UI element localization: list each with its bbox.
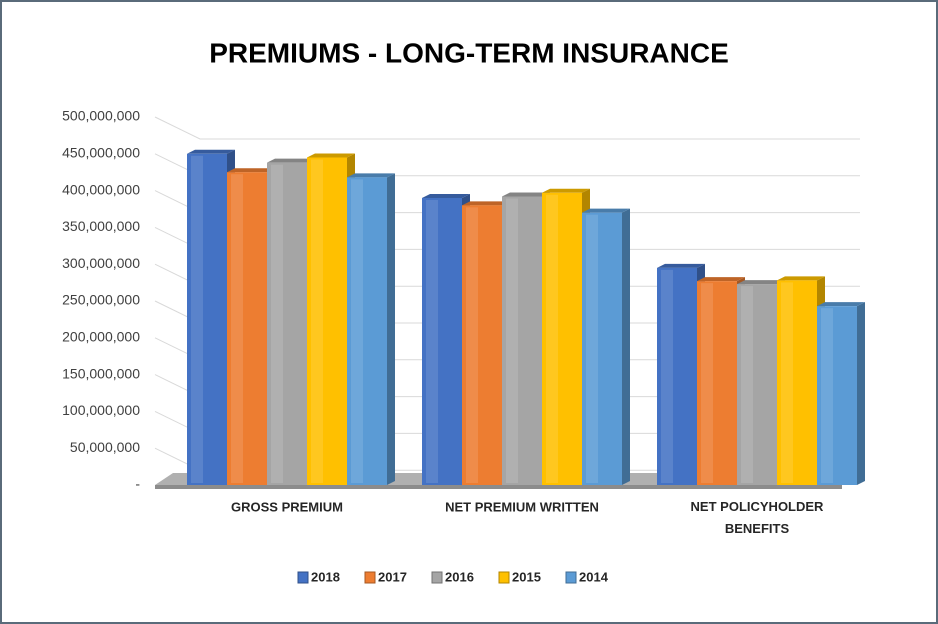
bar-shine — [191, 155, 203, 484]
bar-shine — [271, 164, 283, 483]
y-tick-label: 200,000,000 — [62, 329, 140, 345]
bar — [697, 281, 737, 485]
bar — [817, 306, 857, 485]
bar — [187, 153, 227, 486]
y-tick-label: 150,000,000 — [62, 365, 140, 381]
bar-side — [387, 173, 395, 486]
grid-line — [154, 116, 860, 140]
bar-top — [817, 302, 865, 307]
bar — [227, 172, 267, 485]
bar-side — [622, 208, 630, 485]
bar — [307, 157, 347, 486]
bar — [582, 212, 622, 485]
bar — [737, 284, 777, 485]
legend-swatch — [498, 571, 510, 584]
bar-top — [462, 201, 510, 206]
bar-top — [422, 193, 470, 198]
y-tick-label: 450,000,000 — [62, 145, 140, 161]
bar-shine — [741, 286, 753, 483]
legend-label: 2017 — [378, 569, 407, 584]
bar-shine — [426, 199, 438, 483]
bar — [657, 267, 697, 485]
legend-swatch — [364, 571, 376, 584]
bar-top — [502, 192, 550, 197]
bar-top — [347, 173, 395, 178]
y-tick-label: 50,000,000 — [70, 439, 140, 455]
chart-title: PREMIUMS - LONG-TERM INSURANCE — [209, 37, 729, 68]
bar-shine — [781, 282, 793, 483]
legend-swatch — [565, 571, 577, 584]
bar-top — [697, 277, 745, 282]
bar — [347, 177, 387, 486]
legend-label: 2016 — [445, 569, 474, 584]
bar-top — [737, 280, 785, 285]
bar — [267, 162, 307, 485]
bar-top — [582, 208, 630, 213]
bar — [777, 280, 817, 485]
bar — [502, 196, 542, 485]
bar-shine — [231, 174, 243, 483]
y-tick-label: 400,000,000 — [62, 181, 140, 197]
legend-label: 2014 — [579, 569, 609, 584]
y-tick-label: 300,000,000 — [62, 255, 140, 271]
legend-label: 2018 — [311, 569, 340, 584]
y-tick-label: - — [135, 476, 140, 492]
bar-top — [307, 153, 355, 158]
x-tick-label: GROSS PREMIUM — [231, 499, 343, 514]
bar-shine — [351, 179, 363, 484]
bar-top — [657, 263, 705, 268]
bar-shine — [311, 159, 323, 484]
bar-shine — [701, 283, 713, 483]
bar-top — [777, 276, 825, 281]
bar-top — [267, 158, 315, 163]
y-tick-label: 350,000,000 — [62, 218, 140, 234]
legend-swatch — [431, 571, 443, 584]
legend-label: 2015 — [512, 569, 541, 584]
x-tick-label: NET POLICYHOLDER BENEFITS — [691, 499, 825, 536]
bar — [542, 192, 582, 486]
y-tick-label: 500,000,000 — [62, 108, 140, 124]
legend-swatch — [297, 571, 309, 584]
bar — [462, 205, 502, 485]
bar-side — [857, 302, 865, 485]
bar-shine — [506, 198, 518, 483]
y-tick-label: 250,000,000 — [62, 292, 140, 308]
bar-shine — [586, 214, 598, 483]
bar-shine — [546, 194, 558, 484]
bar-shine — [661, 269, 673, 483]
bar — [422, 197, 462, 485]
floor-front — [155, 485, 842, 489]
bar-shine — [821, 308, 833, 483]
x-tick-label: NET PREMIUM WRITTEN — [445, 499, 599, 514]
bar-top — [542, 188, 590, 193]
bar-top — [227, 168, 275, 173]
bar-shine — [466, 207, 478, 483]
y-tick-label: 100,000,000 — [62, 402, 140, 418]
bar-top — [187, 149, 235, 154]
